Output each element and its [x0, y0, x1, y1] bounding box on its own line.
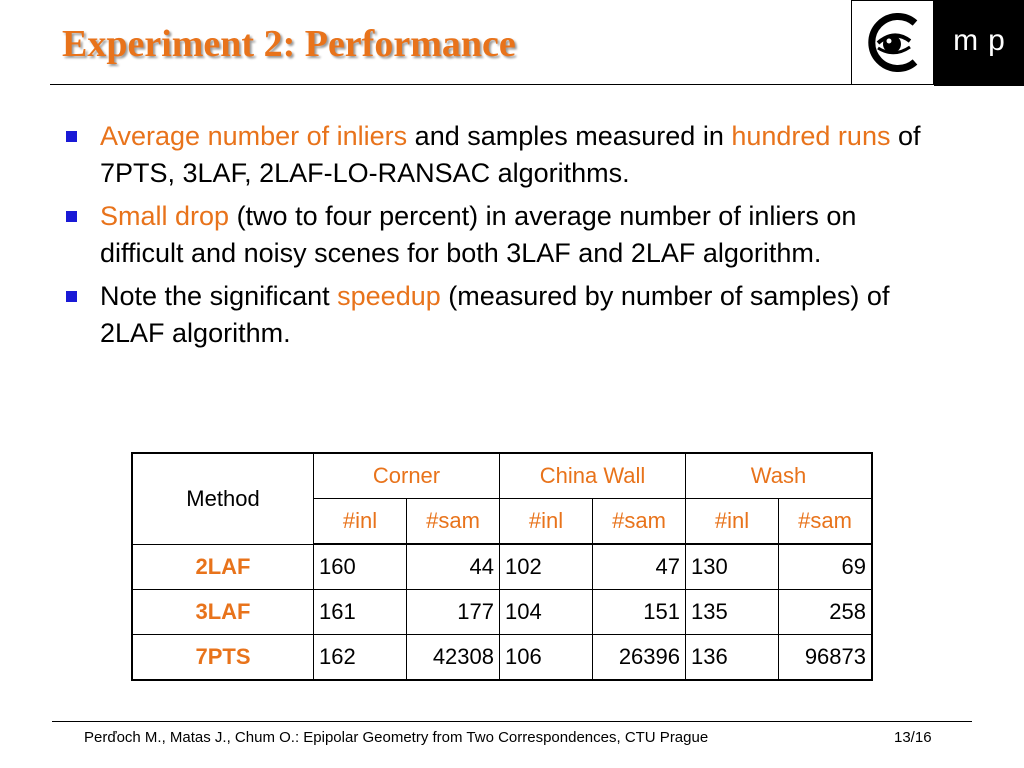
- cell-sam: 177: [406, 589, 500, 635]
- cell-inl: 104: [499, 589, 593, 635]
- bullet-text: (measured by number of samples) of 2LAF …: [100, 281, 890, 348]
- row-method: 2LAF: [131, 543, 314, 590]
- subheader-sam: #sam: [406, 498, 500, 545]
- footer-citation: Perďoch M., Matas J., Chum O.: Epipolar …: [84, 729, 709, 746]
- cell-inl: 135: [685, 589, 779, 635]
- square-bullet-icon: [66, 211, 77, 222]
- bullet-text-highlight: speedup: [337, 281, 441, 311]
- cell-sam: 96873: [778, 634, 873, 681]
- eye-emblem-icon: [851, 0, 934, 85]
- bullet-text: (two to four percent) in average number …: [100, 201, 857, 268]
- logo-wordmark: mp: [934, 0, 1024, 86]
- group-header-corner: Corner: [313, 452, 500, 499]
- cell-sam: 47: [592, 543, 686, 590]
- method-header: Method: [131, 452, 314, 545]
- cell-sam: 42308: [406, 634, 500, 681]
- square-bullet-icon: [66, 131, 77, 142]
- footer-divider: [52, 721, 972, 722]
- page-number: 13/16: [894, 729, 932, 746]
- bullet-text-highlight: Average number of inliers: [100, 121, 408, 151]
- cell-sam: 151: [592, 589, 686, 635]
- group-header-wash: Wash: [685, 452, 873, 499]
- cell-inl: 162: [313, 634, 407, 681]
- row-method: 3LAF: [131, 589, 314, 635]
- results-table: Method Corner China Wall Wash #inl #sam …: [131, 452, 873, 681]
- subheader-inl: #inl: [313, 498, 407, 545]
- logo-wordmark-text: mp: [953, 24, 1015, 57]
- bullet-item: Small drop (two to four percent) in aver…: [64, 198, 944, 272]
- cell-inl: 161: [313, 589, 407, 635]
- row-method: 7PTS: [131, 634, 314, 681]
- bullet-text-highlight: Small drop: [100, 201, 230, 231]
- cell-sam: 69: [778, 543, 873, 590]
- subheader-inl: #inl: [685, 498, 779, 545]
- cell-inl: 102: [499, 543, 593, 590]
- title-divider: [50, 84, 853, 85]
- cell-sam: 258: [778, 589, 873, 635]
- table-header-row: Method Corner China Wall Wash: [131, 452, 873, 545]
- group-header-china-wall: China Wall: [499, 452, 686, 499]
- cell-inl: 130: [685, 543, 779, 590]
- bullet-text: and samples measured in: [407, 121, 732, 151]
- table-row: 2LAF 160 44 102 47 130 69: [131, 543, 873, 590]
- bullet-text: Note the significant: [100, 281, 338, 311]
- table-subheader-row: #inl #sam #inl #sam #inl #sam: [132, 498, 873, 545]
- bullet-item: Average number of inliers and samples me…: [64, 118, 944, 192]
- cell-inl: 136: [685, 634, 779, 681]
- cell-inl: 160: [313, 543, 407, 590]
- cell-sam: 26396: [592, 634, 686, 681]
- bullet-list: Average number of inliers and samples me…: [64, 118, 944, 358]
- table-row: 7PTS 162 42308 106 26396 136 96873: [131, 634, 873, 681]
- table-row: 3LAF 161 177 104 151 135 258: [131, 589, 873, 635]
- cell-sam: 44: [406, 543, 500, 590]
- square-bullet-icon: [66, 291, 77, 302]
- bullet-text-highlight: hundred runs: [731, 121, 891, 151]
- bullet-text: of 7PTS, 3LAF, 2LAF-LO-RANSAC algorithms…: [100, 121, 921, 188]
- bullet-item: Note the significant speedup (measured b…: [64, 278, 944, 352]
- subheader-sam: #sam: [778, 498, 873, 545]
- cmp-logo: mp: [851, 0, 1024, 86]
- subheader-sam: #sam: [592, 498, 686, 545]
- cell-inl: 106: [499, 634, 593, 681]
- slide-title: Experiment 2: Performance: [62, 23, 516, 65]
- subheader-inl: #inl: [499, 498, 593, 545]
